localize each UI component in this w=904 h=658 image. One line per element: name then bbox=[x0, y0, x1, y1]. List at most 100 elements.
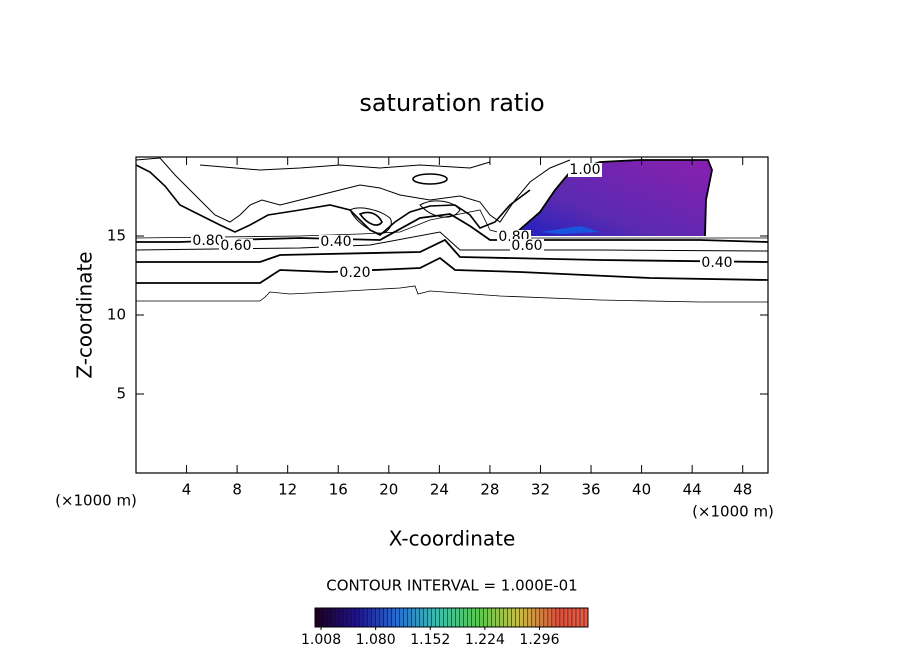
contour-interval: CONTOUR INTERVAL = 1.000E-01 bbox=[326, 577, 577, 595]
x-tick-label: 40 bbox=[632, 481, 651, 499]
colorbar-cell bbox=[495, 608, 500, 627]
colorbar-cell bbox=[427, 608, 432, 627]
contour-line bbox=[135, 231, 769, 252]
colorbar-cell bbox=[379, 608, 384, 627]
contour-line bbox=[136, 285, 768, 303]
colorbar-cell bbox=[507, 608, 512, 627]
colorbar-cell bbox=[407, 608, 412, 627]
contour-label-bg bbox=[568, 163, 602, 177]
colorbar-cell bbox=[395, 608, 400, 627]
contour-label-bg bbox=[319, 235, 353, 249]
colorbar-tick-label: 1.224 bbox=[465, 632, 505, 648]
contour-label: 0.40 bbox=[320, 234, 351, 250]
contour-line bbox=[199, 161, 491, 171]
contour-label: 0.80 bbox=[192, 233, 223, 249]
colorbar-cell bbox=[327, 608, 332, 627]
colorbar-cell bbox=[523, 608, 528, 627]
contour-label: 1.00 bbox=[569, 162, 600, 178]
chart-title: saturation ratio bbox=[359, 89, 544, 117]
colorbar-cell bbox=[583, 608, 588, 627]
x-tick-label: 28 bbox=[480, 481, 499, 499]
colorbar-cell bbox=[503, 608, 508, 627]
colorbar-cell bbox=[435, 608, 440, 627]
colorbar-cell bbox=[411, 608, 416, 627]
x-tick-label: 20 bbox=[379, 481, 398, 499]
colorbar-cell bbox=[483, 608, 488, 627]
colorbar-cell bbox=[351, 608, 356, 627]
colorbar-cell bbox=[551, 608, 556, 627]
colorbar-cell bbox=[319, 608, 324, 627]
contour-line bbox=[412, 173, 448, 185]
colorbar-cell bbox=[563, 608, 568, 627]
plot-area bbox=[135, 156, 769, 474]
x-tick-label: 24 bbox=[430, 481, 449, 499]
colorbar-cell bbox=[567, 608, 572, 627]
y-tick-label: 5 bbox=[116, 385, 126, 403]
x-tick-label: 4 bbox=[182, 481, 192, 499]
contour-label-bg bbox=[191, 234, 225, 248]
colorbar-cell bbox=[347, 608, 352, 627]
colorbar-cell bbox=[547, 608, 552, 627]
colorbar-cell bbox=[499, 608, 504, 627]
filled-region bbox=[540, 226, 600, 234]
colorbar-cell bbox=[331, 608, 336, 627]
colorbar-cell bbox=[383, 608, 388, 627]
colorbar-cell bbox=[575, 608, 580, 627]
colorbar-cell bbox=[479, 608, 484, 627]
colorbar-cell bbox=[323, 608, 328, 627]
filled-region bbox=[517, 160, 712, 236]
contour-label-bg bbox=[338, 266, 372, 280]
colorbar-cell bbox=[487, 608, 492, 627]
x-tick-label: 12 bbox=[278, 481, 297, 499]
colorbar-cell bbox=[555, 608, 560, 627]
contour-line bbox=[136, 238, 769, 263]
colorbar-cell bbox=[363, 608, 368, 627]
colorbar-cell bbox=[403, 608, 408, 627]
colorbar-cell bbox=[531, 608, 536, 627]
colorbar-cell bbox=[335, 608, 340, 627]
colorbar-tick-label: 1.296 bbox=[519, 632, 559, 648]
colorbar-cell bbox=[391, 608, 396, 627]
colorbar-cell bbox=[447, 608, 452, 627]
colorbar-cell bbox=[387, 608, 392, 627]
colorbar-cell bbox=[419, 608, 424, 627]
colorbar-cell bbox=[339, 608, 344, 627]
colorbar-cell bbox=[343, 608, 348, 627]
contour-label: 0.60 bbox=[220, 238, 251, 254]
x-tick-label: 32 bbox=[531, 481, 550, 499]
colorbar-cell bbox=[467, 608, 472, 627]
y-axis-label: Z-coordinate bbox=[73, 251, 97, 378]
colorbar-cell bbox=[439, 608, 444, 627]
y-tick-label: 10 bbox=[107, 306, 126, 324]
x-tick-label: 36 bbox=[581, 481, 600, 499]
colorbar-cell bbox=[443, 608, 448, 627]
x-unit: (×1000 m) bbox=[692, 503, 774, 521]
colorbar-cell bbox=[399, 608, 404, 627]
contour-label-bg bbox=[510, 239, 544, 253]
colorbar-cell bbox=[371, 608, 376, 627]
colorbar-cell bbox=[579, 608, 584, 627]
contour-line bbox=[419, 200, 461, 218]
y-tick-label: 15 bbox=[107, 227, 126, 245]
colorbar-cell bbox=[459, 608, 464, 627]
contour-line bbox=[136, 256, 769, 284]
colorbar-cell bbox=[367, 608, 372, 627]
contour-label: 0.60 bbox=[511, 238, 542, 254]
colorbar-cell bbox=[475, 608, 480, 627]
y-unit: (×1000 m) bbox=[55, 492, 137, 510]
colorbar-cell bbox=[539, 608, 544, 627]
colorbar-cell bbox=[423, 608, 428, 627]
colorbar-cell bbox=[515, 608, 520, 627]
colorbar-cell bbox=[527, 608, 532, 627]
colorbar-frame bbox=[314, 607, 589, 628]
colorbar-cell bbox=[415, 608, 420, 627]
colorbar-cell bbox=[559, 608, 564, 627]
colorbar-cell bbox=[359, 608, 364, 627]
colorbar-cell bbox=[491, 608, 496, 627]
colorbar-cell bbox=[451, 608, 456, 627]
x-tick-label: 8 bbox=[232, 481, 242, 499]
colorbar-cell bbox=[543, 608, 548, 627]
contour-line bbox=[349, 207, 392, 234]
colorbar-cell bbox=[511, 608, 516, 627]
